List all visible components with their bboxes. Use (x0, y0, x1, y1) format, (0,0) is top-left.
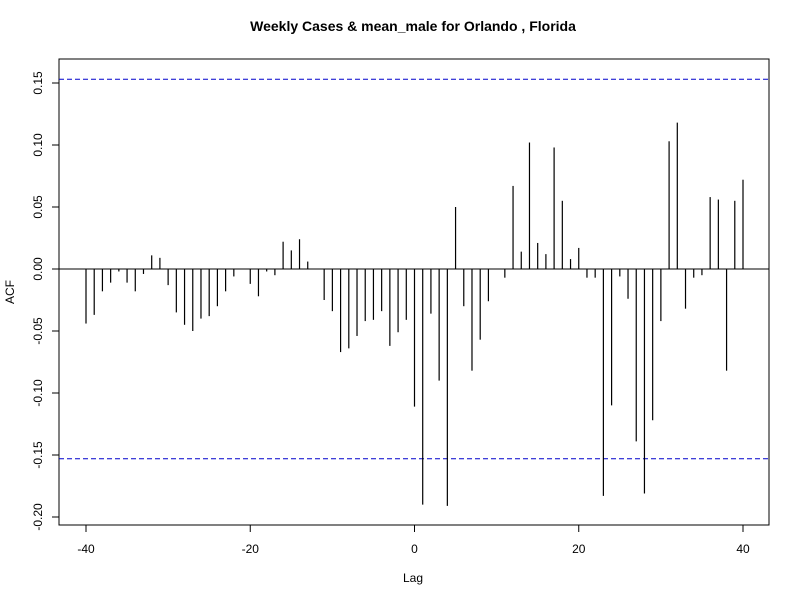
y-axis-label: ACF (3, 280, 17, 304)
y-tick-label: -0.10 (31, 379, 45, 407)
acf-bars (85, 122, 744, 506)
x-tick-label: 40 (736, 542, 750, 556)
y-tick-label: -0.15 (31, 441, 45, 469)
y-tick-label: -0.05 (31, 317, 45, 345)
x-axis: -40 -20 0 20 40 (77, 525, 750, 556)
y-tick-label: 0.10 (31, 133, 45, 157)
x-tick-label: 20 (572, 542, 586, 556)
x-tick-label: 0 (411, 542, 418, 556)
y-tick-label: 0.00 (31, 257, 45, 281)
y-tick-label: 0.15 (31, 71, 45, 95)
chart-title: Weekly Cases & mean_male for Orlando , F… (250, 18, 576, 34)
x-tick-label: -20 (242, 542, 260, 556)
x-tick-label: -40 (77, 542, 95, 556)
y-tick-label: 0.05 (31, 195, 45, 219)
y-axis: -0.20 -0.15 -0.10 -0.05 0.00 0.05 0.10 0.15 (31, 71, 59, 531)
y-tick-label: -0.20 (31, 503, 45, 531)
x-axis-label: Lag (403, 571, 423, 585)
